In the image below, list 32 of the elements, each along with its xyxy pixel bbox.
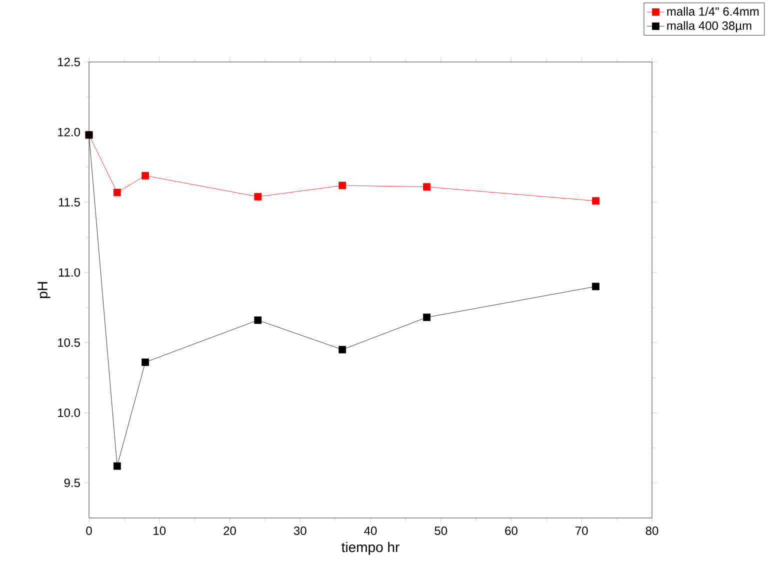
x-tick-label: 60 [505,526,518,536]
legend-label: malla 400 38µm [667,21,752,32]
legend-label: malla 1/4" 6.4mm [667,6,759,16]
point [423,183,430,191]
point [142,172,150,180]
point [338,182,346,190]
y-tick-label: 10.0 [58,408,80,417]
x-axis-title: tiempo hr [342,542,400,555]
y-tick-label: 10.5 [58,338,80,347]
y-tick-label: 11.5 [58,198,80,206]
y-tick-label: 12.5 [58,58,80,66]
x-tick-label: 70 [576,526,588,536]
point [142,358,150,366]
x-tick-label: 0 [86,526,92,536]
x-tick-label: 30 [294,526,306,536]
point [592,282,600,290]
x-tick-label: 20 [224,526,236,536]
point [592,197,600,205]
y-tick-label: 12.0 [58,128,80,136]
y-axis-title: pH [38,282,50,298]
y-tick-label: 9.5 [64,478,80,488]
point [113,462,121,470]
point [113,188,121,196]
point [254,192,262,200]
y-tick-label: 11.0 [58,268,80,277]
point [338,346,346,354]
point [423,314,430,322]
point [254,316,262,324]
x-tick-label: 50 [434,526,448,536]
x-tick-label: 10 [154,526,166,536]
x-tick-label: 40 [364,526,377,536]
x-tick-label: 80 [646,526,658,536]
